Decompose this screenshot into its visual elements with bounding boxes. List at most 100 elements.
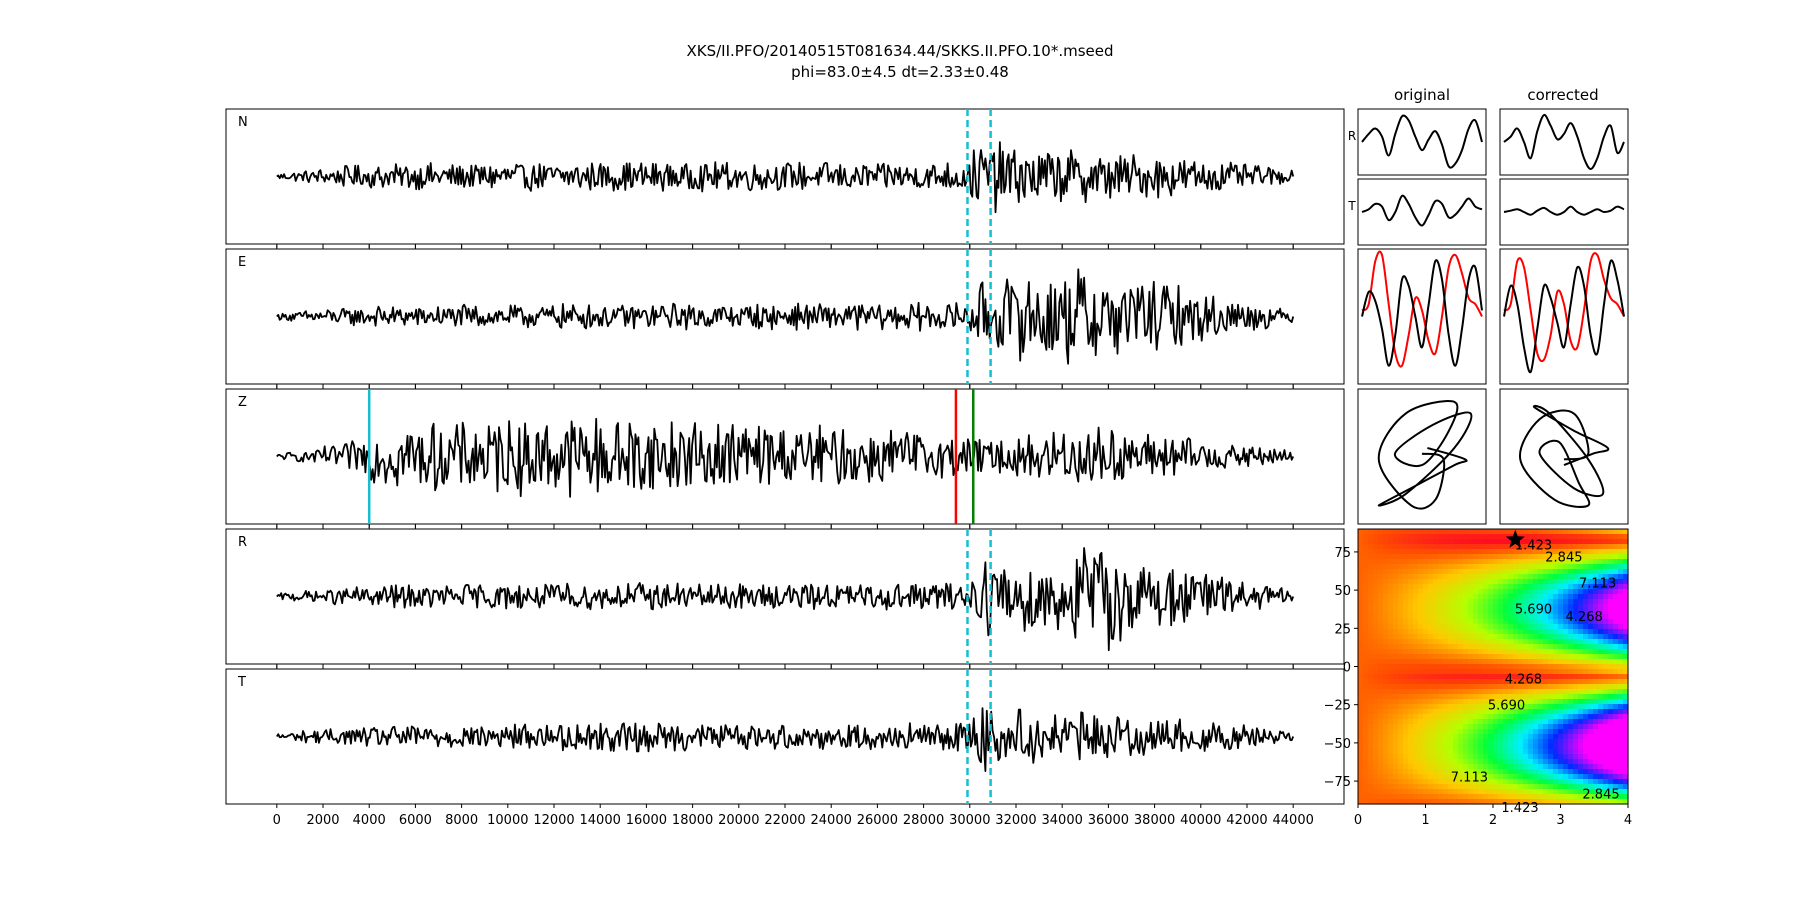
surface-cell (1488, 784, 1494, 790)
surface-cell (1408, 724, 1414, 730)
surface-cell (1488, 724, 1494, 730)
surface-cell (1483, 649, 1489, 655)
surface-cell (1503, 609, 1509, 615)
surface-cell (1483, 724, 1489, 730)
surface-cell (1443, 754, 1449, 760)
surface-cell (1613, 604, 1619, 610)
surface-cell (1588, 714, 1594, 720)
surface-cell (1493, 694, 1499, 700)
surface-cell (1483, 594, 1489, 600)
surface-cell (1423, 529, 1429, 535)
surface-cell (1613, 759, 1619, 765)
surface-cell (1478, 709, 1484, 715)
surface-cell (1393, 599, 1399, 605)
trace-x-tick-label: 40000 (1180, 813, 1221, 828)
surface-cell (1453, 554, 1459, 560)
surface-cell (1393, 684, 1399, 690)
surface-cell (1438, 669, 1444, 675)
surface-cell (1578, 719, 1584, 725)
surface-cell (1378, 569, 1384, 575)
surface-cell (1568, 629, 1574, 635)
surface-cell (1388, 659, 1394, 665)
surface-cell (1523, 774, 1529, 780)
surface-cell (1403, 669, 1409, 675)
surface-cell (1613, 774, 1619, 780)
surface-cell (1438, 739, 1444, 745)
surface-cell (1558, 734, 1564, 740)
surface-cell (1393, 674, 1399, 680)
surface-cell (1523, 684, 1529, 690)
surface-cell (1418, 569, 1424, 575)
surface-cell (1368, 549, 1374, 555)
surface-cell (1613, 689, 1619, 695)
contour-label: 5.690 (1488, 699, 1525, 714)
window-row-label-T: T (1347, 199, 1356, 213)
surface-cell (1503, 749, 1509, 755)
surface-cell (1403, 579, 1409, 585)
surface-cell (1373, 754, 1379, 760)
surface-cell (1518, 614, 1524, 620)
surface-cell (1528, 534, 1534, 540)
surface-cell (1428, 784, 1434, 790)
window-panels: RT (1347, 108, 1629, 525)
surface-cell (1533, 654, 1539, 660)
surface-cell (1483, 659, 1489, 665)
surface-cell (1483, 554, 1489, 560)
surface-cell (1478, 789, 1484, 795)
surface-cell (1603, 699, 1609, 705)
surface-cell (1508, 639, 1514, 645)
surface-cell (1458, 589, 1464, 595)
surface-cell (1468, 584, 1474, 590)
surface-cell (1413, 674, 1419, 680)
surface-cell (1593, 724, 1599, 730)
surface-cell (1453, 694, 1459, 700)
surface-cell (1488, 719, 1494, 725)
surface-cell (1533, 594, 1539, 600)
surface-cell (1373, 694, 1379, 700)
surface-cell (1493, 779, 1499, 785)
surface-cell (1418, 774, 1424, 780)
surface-cell (1533, 739, 1539, 745)
surface-cell (1508, 584, 1514, 590)
surface-cell (1488, 774, 1494, 780)
surface-cell (1358, 764, 1364, 770)
surface-cell (1408, 729, 1414, 735)
surface-cell (1398, 589, 1404, 595)
surface-cell (1518, 799, 1524, 805)
surface-cell (1493, 579, 1499, 585)
surface-cell (1548, 769, 1554, 775)
surface-cell (1583, 644, 1589, 650)
surface-cell (1368, 554, 1374, 560)
surface-cell (1548, 544, 1554, 550)
surface-cell (1373, 679, 1379, 685)
surface-cell (1398, 609, 1404, 615)
surface-cell (1443, 789, 1449, 795)
surface-cell (1493, 759, 1499, 765)
surface-cell (1508, 734, 1514, 740)
surface-cell (1388, 604, 1394, 610)
surface-cell (1463, 669, 1469, 675)
surface-cell (1363, 724, 1369, 730)
surface-cell (1378, 754, 1384, 760)
surface-cell (1583, 629, 1589, 635)
surface-cell (1543, 734, 1549, 740)
surface-cell (1593, 574, 1599, 580)
surface-cell (1468, 654, 1474, 660)
surface-cell (1443, 769, 1449, 775)
surface-cell (1503, 704, 1509, 710)
surface-cell (1383, 549, 1389, 555)
surface-cell (1523, 719, 1529, 725)
surface-cell (1463, 794, 1469, 800)
surface-cell (1508, 784, 1514, 790)
surface-cell (1568, 654, 1574, 660)
surface-cell (1493, 734, 1499, 740)
surface-cell (1453, 549, 1459, 555)
surface-cell (1498, 754, 1504, 760)
surface-cell (1553, 764, 1559, 770)
surface-x-tick-label: 3 (1556, 813, 1564, 828)
surface-cell (1543, 594, 1549, 600)
surface-cell (1423, 634, 1429, 640)
surface-cell (1608, 624, 1614, 630)
surface-cell (1613, 754, 1619, 760)
surface-cell (1438, 734, 1444, 740)
